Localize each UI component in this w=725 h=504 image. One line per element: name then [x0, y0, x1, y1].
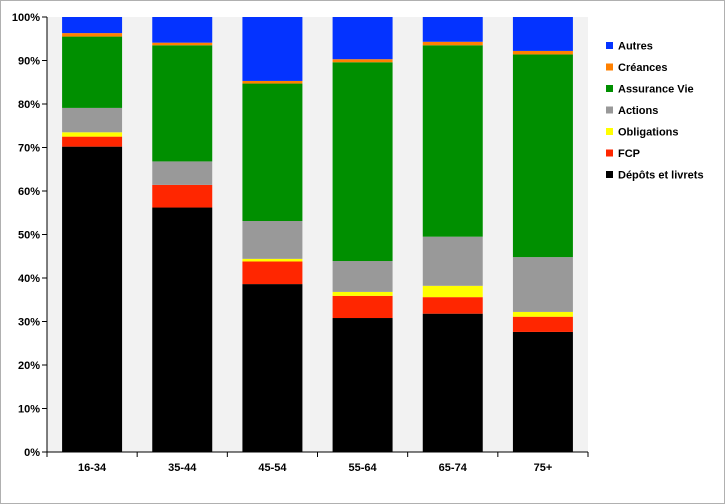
bar-segment-cr-ances-75+: [512, 50, 573, 55]
legend-label-actions: Actions: [618, 105, 658, 117]
bar-segment-autres-45-54: [242, 17, 303, 81]
legend: Autres Créances Assurance Vie Actions Obliga…: [606, 41, 704, 182]
bar-segment-cr-ances-45-54: [242, 80, 303, 84]
bar-segment-actions-16-34: [62, 107, 123, 133]
legend-label-cr-ances: Créances: [618, 62, 668, 74]
legend-swatch-obligations: [606, 128, 613, 135]
bar-segment-actions-65-74: [422, 236, 483, 286]
bar-segment-actions-45-54: [242, 221, 303, 259]
plot-area: [47, 17, 588, 452]
legend-label-assurance-vie: Assurance Vie: [618, 84, 694, 96]
legend-swatch-assurance-vie: [606, 85, 613, 92]
bar-segment-actions-35-44: [152, 161, 213, 185]
bar-segment-cr-ances-55-64: [332, 59, 393, 63]
bar-segment-fcp-75+: [512, 316, 573, 332]
bar-segment-d-p-ts-et-livrets-45-54: [242, 284, 303, 452]
bar-segment-cr-ances-35-44: [152, 42, 213, 46]
bar-segment-fcp-45-54: [242, 261, 303, 285]
x-axis-ticks: 16-34 35-44 45-54 55-64 65-74 75+: [46, 452, 589, 474]
bar-segment-actions-55-64: [332, 261, 393, 292]
legend-label-obligations: Obligations: [618, 127, 679, 139]
bar-segment-fcp-55-64: [332, 295, 393, 319]
y-tick-label-20pct: 20%: [18, 360, 40, 372]
legend-entry-fcp: FCP: [606, 148, 640, 160]
bar-segments: [62, 17, 573, 452]
legend-label-fcp: FCP: [618, 148, 640, 160]
bar-segment-autres-16-34: [62, 17, 123, 34]
bar-segment-d-p-ts-et-livrets-55-64: [332, 318, 393, 452]
legend-entry-obligations: Obligations: [606, 127, 679, 139]
legend-entry-actions: Actions: [606, 105, 658, 117]
bar-segment-cr-ances-65-74: [422, 41, 483, 46]
y-tick-label-90pct: 90%: [18, 56, 40, 68]
legend-entry-autres: Autres: [606, 41, 653, 53]
bar-segment-obligations-55-64: [332, 291, 393, 296]
y-tick-label-40pct: 40%: [18, 273, 40, 285]
x-tick-label-45-54: 45-54: [258, 462, 287, 474]
y-tick-label-80pct: 80%: [18, 99, 40, 111]
bar-segment-fcp-65-74: [422, 297, 483, 314]
bar-segment-d-p-ts-et-livrets-16-34: [62, 146, 123, 452]
y-tick-label-100pct: 100%: [12, 12, 40, 24]
legend-swatch-fcp: [606, 149, 613, 157]
bar-segment-d-p-ts-et-livrets-35-44: [152, 207, 213, 452]
bar-segment-assurance-vie-45-54: [242, 83, 303, 222]
legend-entry-assurance-vie: Assurance Vie: [606, 84, 694, 96]
bar-segment-obligations-75+: [512, 311, 573, 317]
bar-segment-assurance-vie-65-74: [422, 45, 483, 237]
x-tick-label-75+: 75+: [534, 462, 553, 474]
bar-segment-autres-35-44: [152, 17, 213, 43]
x-tick-label-16-34: 16-34: [78, 462, 107, 474]
bar-segment-cr-ances-16-34: [62, 33, 123, 37]
x-tick-label-35-44: 35-44: [168, 462, 197, 474]
bar-segment-obligations-65-74: [422, 285, 483, 298]
legend-swatch-d-p-ts-et-livrets: [606, 171, 613, 178]
y-axis-ticks: 0% 10% 20% 30% 40% 50% 60% 70% 80% 90% 100%: [12, 12, 47, 459]
legend-label-autres: Autres: [618, 41, 653, 53]
bar-segment-assurance-vie-16-34: [62, 36, 123, 108]
bar-segment-obligations-16-34: [62, 132, 123, 137]
legend-swatch-autres: [606, 42, 613, 49]
legend-entry-cr-ances: Créances: [606, 62, 668, 74]
y-tick-label-0pct: 0%: [24, 447, 40, 459]
legend-label-d-p-ts-et-livrets: Dépôts et livrets: [618, 170, 704, 182]
bar-segment-assurance-vie-35-44: [152, 45, 213, 162]
bar-segment-autres-55-64: [332, 17, 393, 60]
bar-segment-assurance-vie-75+: [512, 54, 573, 258]
legend-swatch-cr-ances: [606, 63, 613, 71]
bar-segment-actions-75+: [512, 257, 573, 312]
bar-segment-fcp-16-34: [62, 136, 123, 147]
legend-swatch-actions: [606, 106, 613, 114]
y-tick-label-60pct: 60%: [18, 186, 40, 198]
y-tick-label-30pct: 30%: [18, 317, 40, 329]
y-tick-label-70pct: 70%: [18, 143, 40, 155]
bar-segment-autres-65-74: [422, 17, 483, 42]
bar-segment-fcp-35-44: [152, 184, 213, 208]
y-tick-label-50pct: 50%: [18, 230, 40, 242]
category-bands: [47, 17, 588, 452]
bar-segment-obligations-45-54: [242, 258, 303, 262]
bar-segment-d-p-ts-et-livrets-65-74: [422, 313, 483, 452]
bar-segment-d-p-ts-et-livrets-75+: [512, 331, 573, 452]
x-tick-label-65-74: 65-74: [439, 462, 468, 474]
legend-entry-d-p-ts-et-livrets: Dépôts et livrets: [606, 170, 704, 182]
y-tick-label-10pct: 10%: [18, 404, 40, 416]
x-tick-label-55-64: 55-64: [349, 462, 378, 474]
bar-segment-assurance-vie-55-64: [332, 62, 393, 262]
bar-segment-autres-75+: [512, 17, 573, 51]
